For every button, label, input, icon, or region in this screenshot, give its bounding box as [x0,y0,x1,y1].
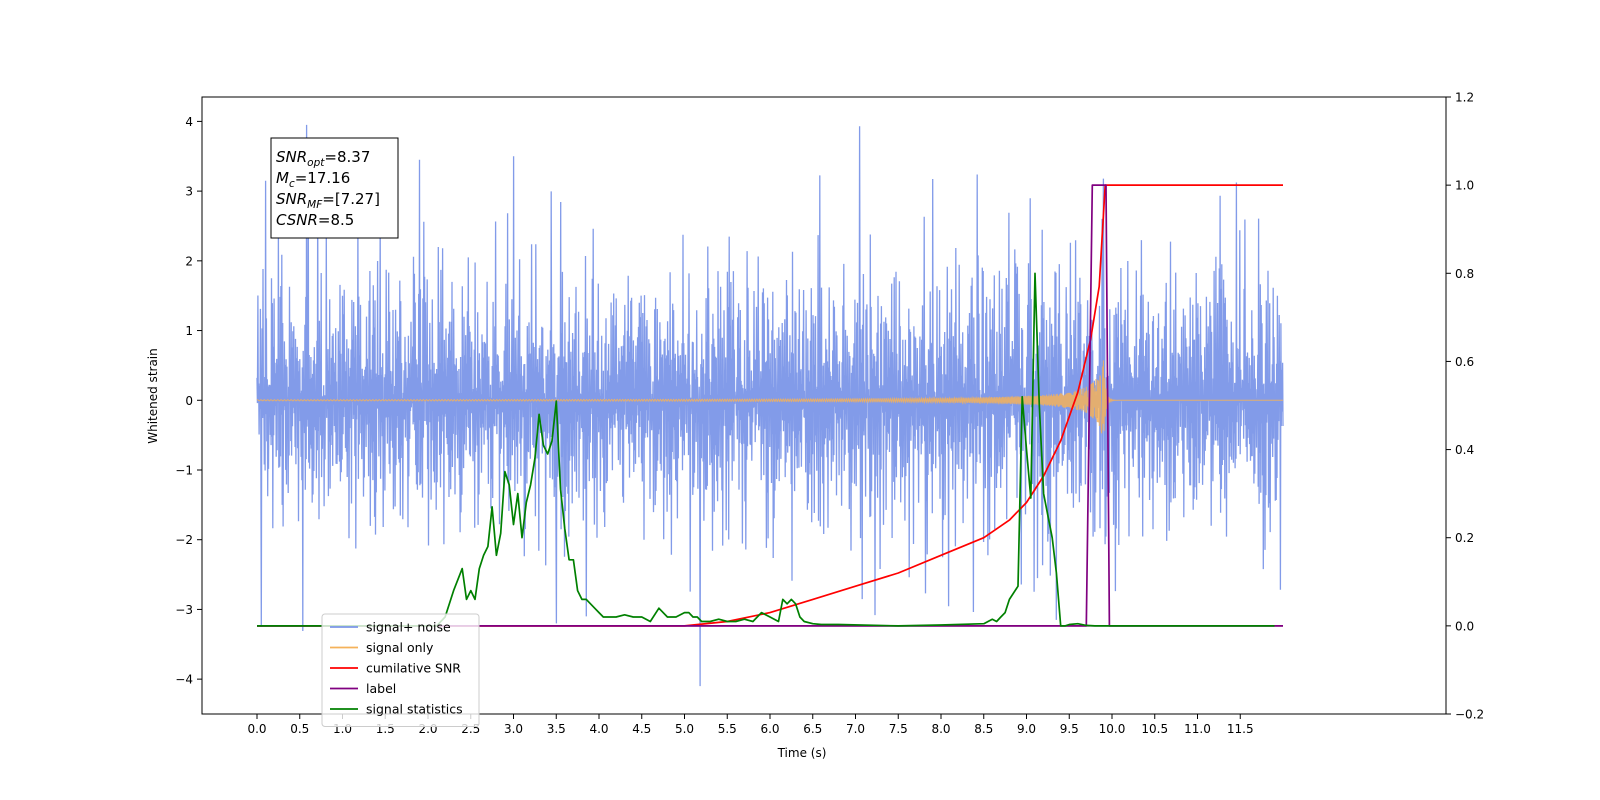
x-tick-label: 3.5 [547,722,566,736]
legend-entry-label: cumilative SNR [366,661,461,676]
x-tick-label: 0.5 [290,722,309,736]
y-axis-title: Whitened strain [146,348,160,444]
y-tick-label: −2 [175,533,193,547]
x-tick-label: 5.0 [675,722,694,736]
x-tick-label: 0.0 [247,722,266,736]
stats-line: SNRopt=8.37 [276,148,370,169]
y-tick-label: −1 [175,463,193,477]
y2-tick-label: 1.0 [1455,179,1474,193]
y-tick-label: 0 [185,394,193,408]
y2-tick-label: 1.2 [1455,91,1474,105]
legend: signal+ noise signal only cumilative SNR la… [321,613,480,727]
x-tick-label: 6.5 [803,722,822,736]
x-tick-label: 4.5 [632,722,651,736]
stats-box-frame [270,137,399,239]
legend-entry-label: signal+ noise [366,620,451,635]
y-tick-label: −3 [175,603,193,617]
series-signal-only [256,360,1283,434]
x-tick-label: 3.0 [504,722,523,736]
y2-axis-ticks: −0.2 0.0 0.2 0.4 0.6 0.8 1.0 1.2 [1446,91,1484,722]
stats-line: CSNR=8.5 [276,211,354,229]
y-tick-label: 1 [185,324,193,338]
y2-tick-label: 0.8 [1455,267,1474,281]
x-tick-label: 11.5 [1227,722,1254,736]
stats-line: SNRMF=[7.27] [276,190,380,211]
y-tick-label: 3 [185,185,193,199]
x-tick-label: 8.0 [931,722,950,736]
stats-line: Mc=17.16 [276,169,350,190]
x-tick-label: 9.5 [1060,722,1079,736]
y2-tick-label: 0.2 [1455,531,1474,545]
x-tick-label: 5.5 [718,722,737,736]
y-tick-label: −4 [175,673,193,687]
x-tick-label: 6.0 [760,722,779,736]
y-tick-label: 2 [185,254,193,268]
x-tick-label: 10.5 [1141,722,1168,736]
series-cumulative-snr [257,184,1283,627]
x-tick-label: 11.0 [1184,722,1211,736]
x-axis-title: Time (s) [777,746,827,760]
x-tick-label: 8.5 [974,722,993,736]
legend-frame [321,613,480,727]
legend-entry-label: label [366,681,396,696]
y2-tick-label: 0.6 [1455,355,1474,369]
x-tick-label: 10.0 [1099,722,1126,736]
series-signal-statistics [257,272,1275,627]
x-tick-label: 4.0 [589,722,608,736]
x-tick-label: 7.5 [889,722,908,736]
y2-tick-label: −0.2 [1455,708,1484,722]
x-tick-label: 7.0 [846,722,865,736]
y-axis-ticks: −4 −3 −2 −1 0 1 2 3 4 [175,115,202,687]
x-tick-label: 9.0 [1017,722,1036,736]
axes-frame [201,96,1447,715]
legend-entry-label: signal only [366,640,434,655]
legend-entry-label: signal statistics [366,702,463,717]
y2-tick-label: 0.4 [1455,443,1474,457]
y-tick-label: 4 [185,115,193,129]
y2-tick-label: 0.0 [1455,619,1474,633]
